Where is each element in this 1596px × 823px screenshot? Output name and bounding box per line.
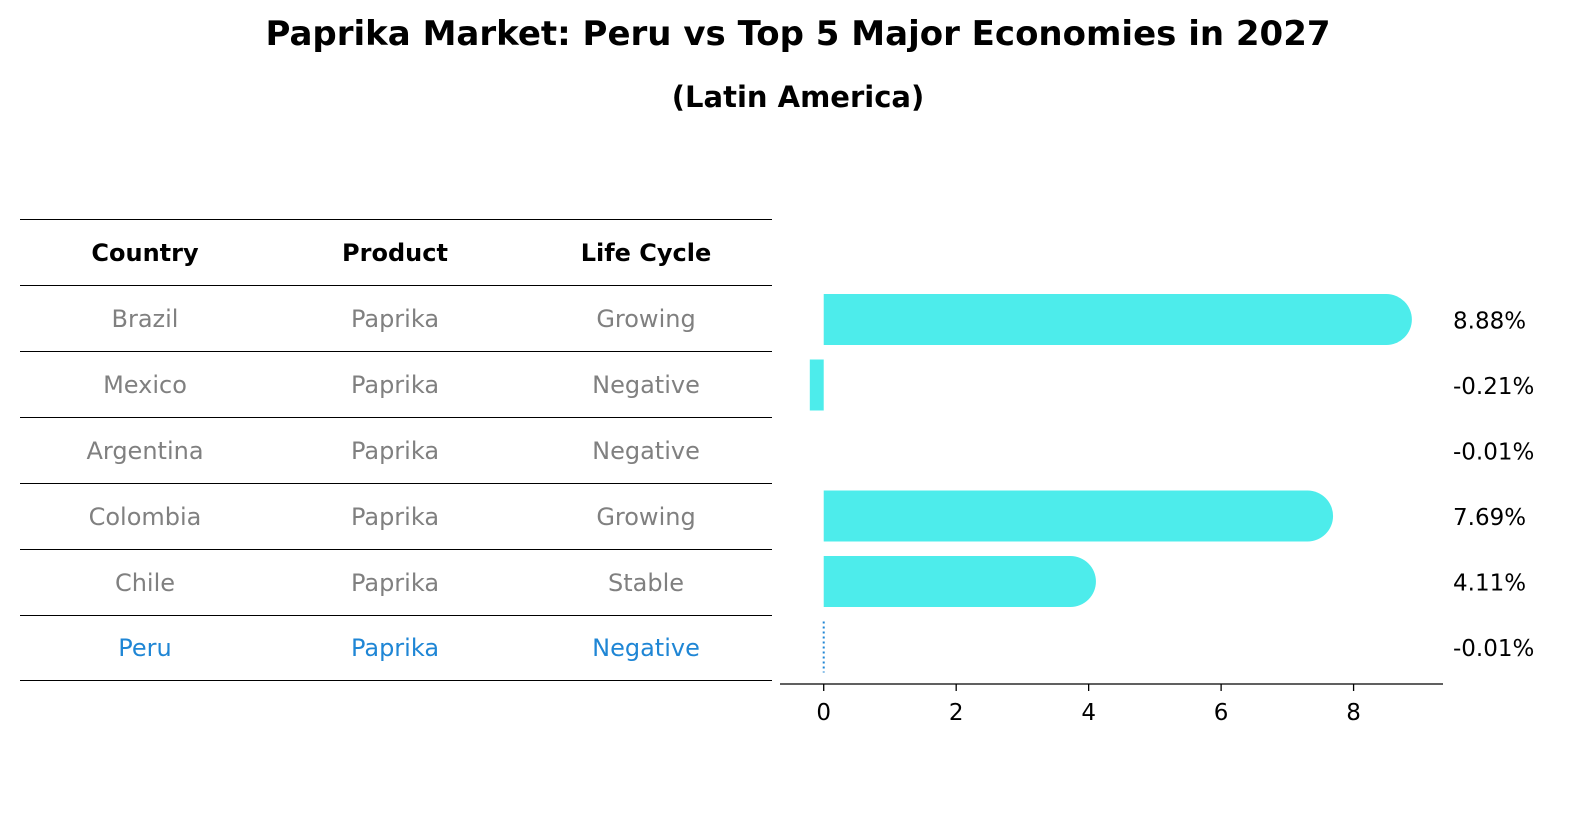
header-life-cycle: Life Cycle xyxy=(580,238,712,267)
bar xyxy=(823,490,1334,542)
table-row-highlighted: Peru Paprika Negative xyxy=(20,615,772,681)
country-cell: Peru xyxy=(118,634,172,662)
table-row: Colombia Paprika Growing xyxy=(20,483,772,549)
life-cycle-cell: Stable xyxy=(607,568,685,597)
data-label: 8.88% xyxy=(1453,309,1526,335)
country-cell: Chile xyxy=(114,568,176,597)
life-cycle-cell: Negative xyxy=(592,370,700,399)
bar xyxy=(809,359,824,411)
bar xyxy=(823,294,1412,345)
data-label: -0.01% xyxy=(1453,440,1534,466)
life-cycle-cell: Growing xyxy=(596,304,696,333)
bar xyxy=(823,556,1096,607)
data-label: 4.11% xyxy=(1453,571,1526,597)
data-label: -0.21% xyxy=(1453,374,1534,400)
country-cell: Mexico xyxy=(103,370,187,399)
life-cycle-cell: Negative xyxy=(592,634,700,662)
bar-chart: 8.88% -0.21% -0.01% 7.69% 4.11% -0.01% 0 2 4 6 8 xyxy=(780,294,1534,726)
x-tick-label: 2 xyxy=(949,700,964,726)
country-cell: Argentina xyxy=(86,436,204,465)
header-product: Product xyxy=(342,238,448,267)
table-header-row: Country Product Life Cycle xyxy=(20,219,772,285)
x-tick-label: 8 xyxy=(1346,700,1361,726)
table-row: Mexico Paprika Negative xyxy=(20,351,772,417)
data-label: -0.01% xyxy=(1453,636,1534,662)
life-cycle-cell: Growing xyxy=(596,502,696,531)
life-cycle-cell: Negative xyxy=(592,436,700,465)
product-cell: Paprika xyxy=(350,436,440,465)
product-cell: Paprika xyxy=(350,370,440,399)
product-cell: Paprika xyxy=(350,634,440,662)
table-row: Chile Paprika Stable xyxy=(20,549,772,615)
table-row: Argentina Paprika Negative xyxy=(20,417,772,483)
product-cell: Paprika xyxy=(350,568,440,597)
data-label: 7.69% xyxy=(1453,505,1526,531)
data-table: Country Product Life Cycle Brazil Paprik… xyxy=(20,219,772,681)
x-tick-label: 0 xyxy=(816,700,831,726)
chart-subtitle: (Latin America) xyxy=(671,80,925,114)
chart-title: Paprika Market: Peru vs Top 5 Major Econ… xyxy=(265,14,1331,54)
x-tick-label: 6 xyxy=(1214,700,1229,726)
table-row: Brazil Paprika Growing xyxy=(20,285,772,351)
product-cell: Paprika xyxy=(350,502,440,531)
country-cell: Colombia xyxy=(88,502,202,531)
x-tick-label: 4 xyxy=(1081,700,1096,726)
country-cell: Brazil xyxy=(111,304,179,333)
header-country: Country xyxy=(91,238,199,267)
product-cell: Paprika xyxy=(350,304,440,333)
